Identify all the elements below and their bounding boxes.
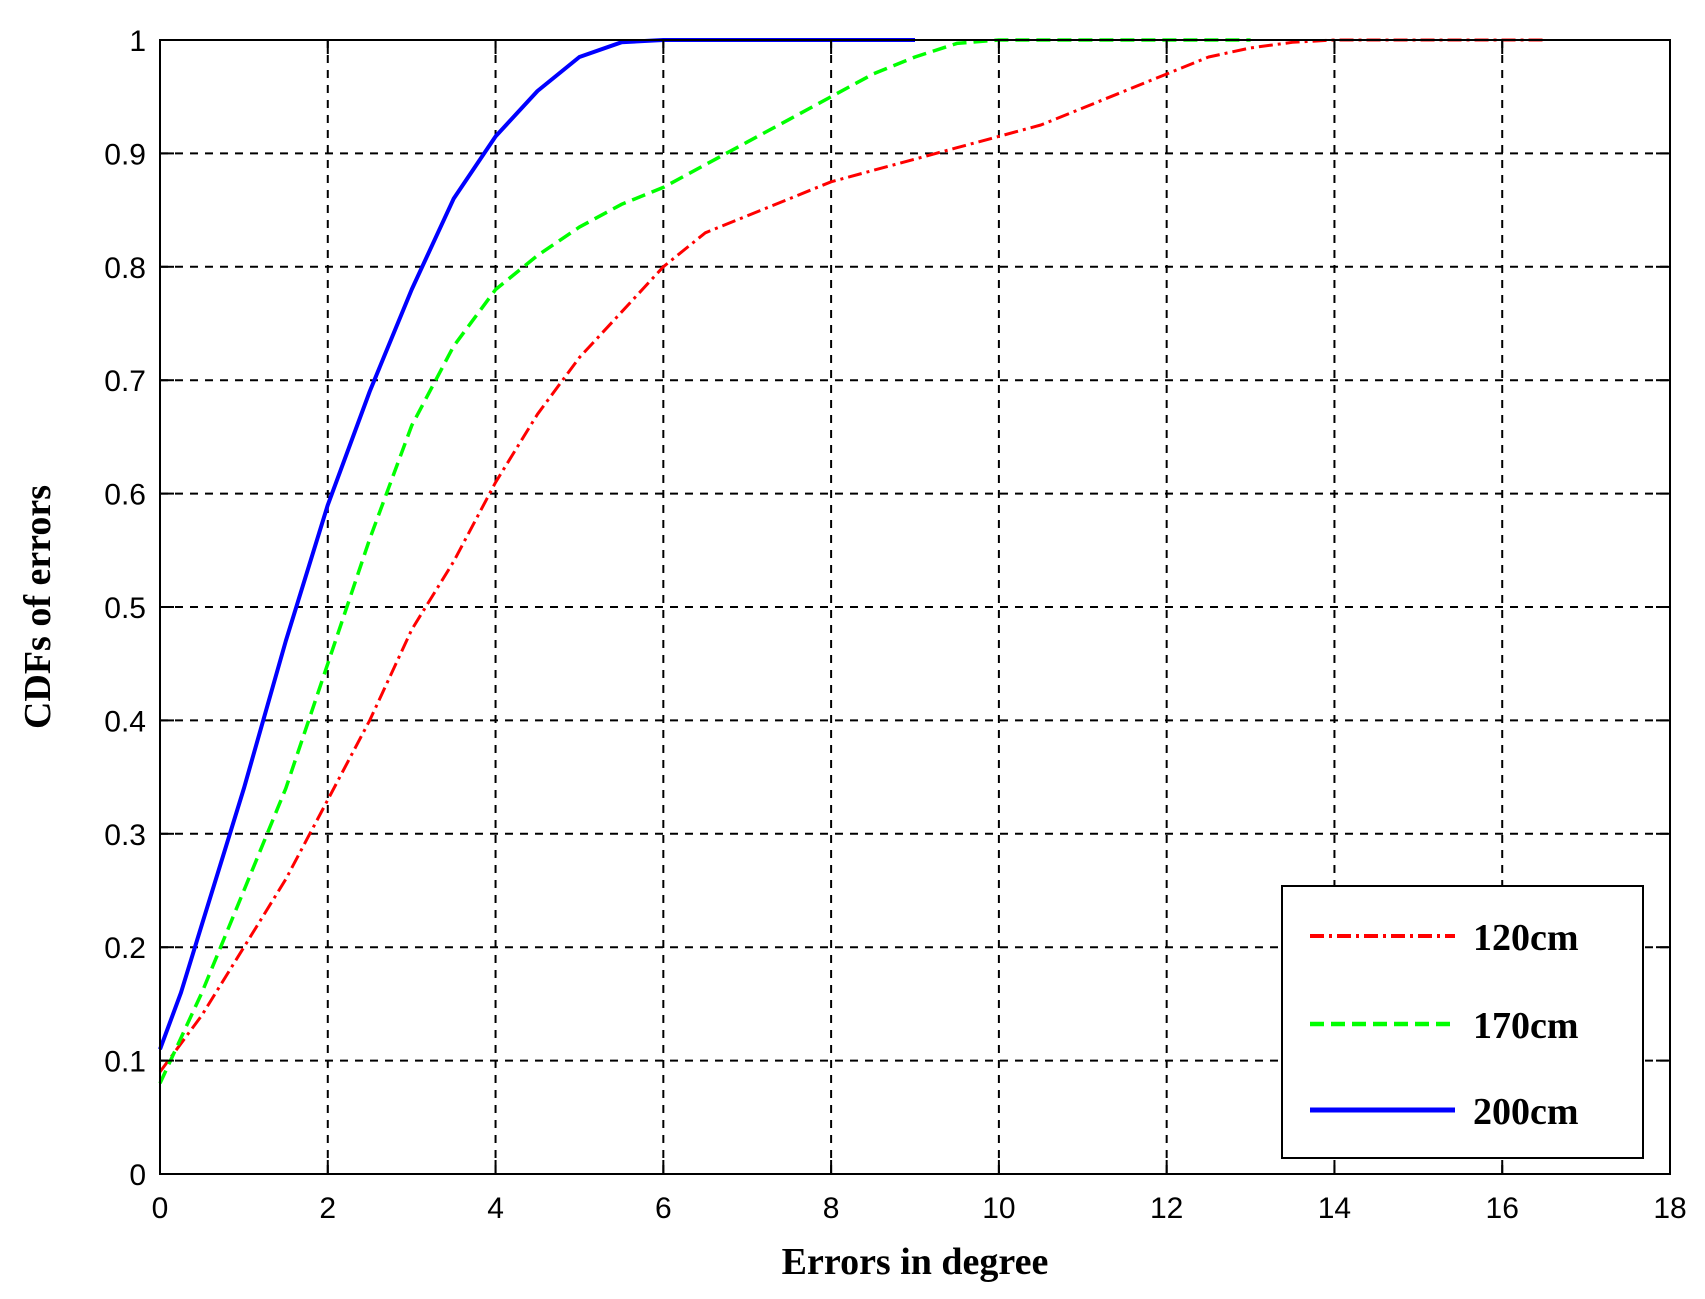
x-tick-label: 12 [1150, 1192, 1183, 1225]
y-axis-label: CDFs of errors [17, 485, 59, 729]
y-tick-labels: 0 0.1 0.2 0.3 0.4 0.5 0.6 0.7 0.8 0.9 1 [104, 25, 146, 1192]
x-tick-label: 6 [655, 1192, 672, 1225]
series-line-120cm [158, 38, 1545, 1073]
x-tick-label: 4 [487, 1192, 504, 1225]
y-tick-label: 0.2 [104, 932, 146, 965]
legend-label-200cm: 200cm [1473, 1091, 1579, 1133]
axis-ticks [159, 39, 1671, 1175]
x-tick-label: 14 [1318, 1192, 1351, 1225]
x-tick-label: 18 [1653, 1192, 1686, 1225]
y-tick-label: 0.6 [104, 479, 146, 512]
legend-label-120cm: 120cm [1473, 917, 1579, 959]
x-tick-label: 2 [319, 1192, 336, 1225]
x-tick-label: 10 [982, 1192, 1015, 1225]
y-tick-label: 1 [129, 25, 146, 58]
series-line-200cm [158, 38, 915, 1050]
y-tick-label: 0.9 [104, 138, 146, 171]
x-tick-labels: 0 2 4 6 8 10 12 14 16 18 [152, 1192, 1687, 1225]
x-tick-label: 0 [152, 1192, 169, 1225]
y-tick-label: 0.7 [104, 365, 146, 398]
y-tick-label: 0.3 [104, 819, 146, 852]
legend: 120cm 170cm 200cm [1281, 885, 1644, 1159]
y-tick-label: 0.4 [104, 705, 146, 738]
series-line-170cm [158, 38, 1251, 1085]
x-tick-label: 8 [823, 1192, 840, 1225]
y-tick-label: 0.1 [104, 1046, 146, 1079]
y-tick-label: 0.5 [104, 592, 146, 625]
x-tick-label: 16 [1486, 1192, 1519, 1225]
x-axis-label: Errors in degree [782, 1241, 1049, 1283]
legend-label-170cm: 170cm [1473, 1005, 1579, 1047]
y-tick-label: 0 [129, 1159, 146, 1192]
y-tick-label: 0.8 [104, 252, 146, 285]
